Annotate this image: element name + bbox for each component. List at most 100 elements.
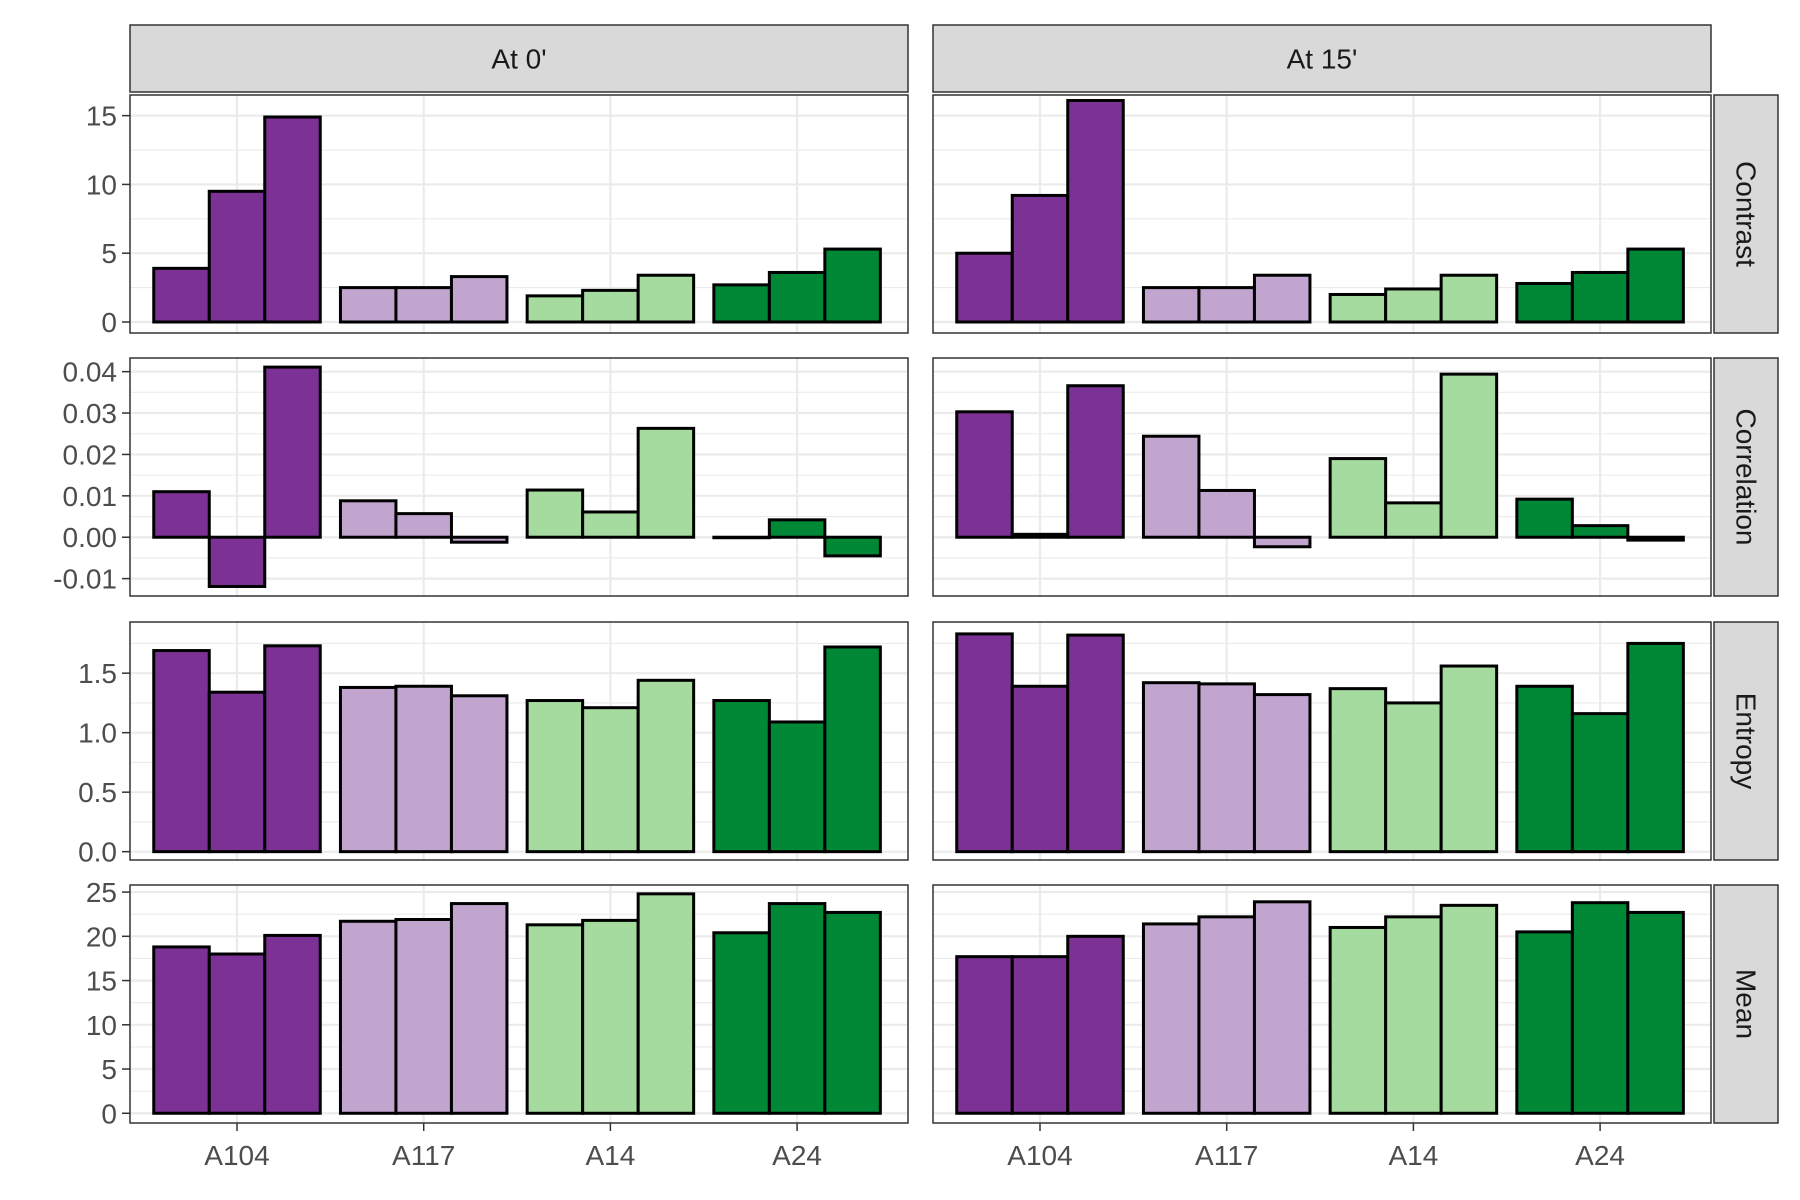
bar-entropy-at-0-a104-3	[263, 644, 322, 854]
bar-mean-at-0-a14-2	[581, 918, 640, 1115]
facet-label-mean: Mean	[1731, 969, 1762, 1039]
bar-mean-at-0-a104-2	[207, 952, 267, 1115]
panel-border	[932, 94, 1712, 334]
bar-correlation-at-15-a14-3	[1439, 372, 1499, 539]
facet-strip-at-15	[932, 24, 1712, 93]
bar-correlation-at-0-a14-2	[581, 510, 640, 539]
bar-mean-at-15-a104-3	[1066, 934, 1125, 1115]
x-tick-label-a24: A24	[772, 1140, 822, 1171]
bar-entropy-at-0-a14-1	[525, 699, 585, 854]
bar-mean-at-15-a117-2	[1197, 915, 1256, 1115]
bar-entropy-at-15-a24-3	[1626, 641, 1685, 854]
bar-correlation-at-15-a14-1	[1328, 457, 1388, 539]
y-tick-label-mean: 5	[101, 1054, 117, 1085]
x-tick-label-a104: A104	[1007, 1140, 1072, 1171]
facet-strip-at-0	[129, 24, 909, 93]
x-tick-label-a14: A14	[585, 1140, 635, 1171]
y-tick-label-contrast: 15	[86, 101, 117, 132]
y-tick-label-correlation: 0.01	[63, 481, 118, 512]
y-tick-label-entropy: 1.0	[78, 718, 117, 749]
bar-contrast-at-15-a104-1	[955, 251, 1014, 324]
x-tick-label-a117: A117	[1195, 1140, 1258, 1171]
bar-contrast-at-0-a14-1	[525, 294, 585, 324]
bar-correlation-at-0-a14-1	[525, 488, 585, 539]
bar-correlation-at-0-a24-1	[712, 535, 771, 540]
x-tick-label-a104: A104	[204, 1140, 269, 1171]
bar-mean-at-15-a104-2	[1010, 955, 1070, 1115]
bar-correlation-at-15-a14-2	[1384, 501, 1443, 539]
bar-contrast-at-0-a117-2	[394, 286, 453, 324]
bar-contrast-at-15-a14-1	[1328, 292, 1388, 324]
panel-border	[932, 357, 1712, 597]
bar-contrast-at-0-a24-2	[767, 270, 827, 324]
panel-border	[932, 884, 1712, 1124]
y-tick-label-mean: 25	[86, 877, 117, 908]
bar-mean-at-0-a14-1	[525, 923, 585, 1115]
bar-contrast-at-0-a24-3	[823, 247, 882, 324]
x-tick-label-a24: A24	[1575, 1140, 1625, 1171]
y-tick-label-contrast: 10	[86, 169, 117, 200]
bar-mean-at-0-a117-1	[338, 919, 398, 1115]
y-tick-label-entropy: 0.0	[78, 837, 117, 868]
bar-contrast-at-15-a24-3	[1626, 247, 1685, 324]
bar-correlation-at-15-a117-2	[1197, 488, 1256, 539]
y-tick-label-correlation: 0.02	[63, 439, 118, 470]
bar-entropy-at-15-a14-3	[1439, 664, 1499, 854]
y-tick-label-entropy: 1.5	[78, 658, 117, 689]
panel-border	[129, 621, 909, 861]
x-tick-label-a117: A117	[392, 1140, 455, 1171]
facet-label-correlation: Correlation	[1731, 409, 1762, 546]
facet-label-at-0: At 0'	[491, 44, 546, 75]
bar-entropy-at-0-a14-3	[636, 678, 696, 854]
bar-contrast-at-0-a24-1	[712, 283, 771, 324]
bar-mean-at-0-a104-1	[152, 945, 211, 1115]
y-tick-label-entropy: 0.5	[78, 777, 117, 808]
bar-correlation-at-15-a24-3	[1626, 535, 1685, 542]
panel-border	[129, 884, 909, 1124]
bar-entropy-at-0-a24-2	[767, 720, 827, 854]
y-tick-label-correlation: 0.04	[63, 357, 118, 388]
y-tick-label-correlation: -0.01	[53, 564, 117, 595]
bar-correlation-at-0-a104-1	[152, 490, 211, 539]
bar-entropy-at-15-a14-1	[1328, 687, 1388, 854]
bar-entropy-at-15-a24-2	[1570, 712, 1630, 854]
bar-correlation-at-0-a14-3	[636, 426, 696, 539]
y-tick-label-correlation: 0.00	[63, 522, 118, 553]
bar-correlation-at-0-a24-2	[767, 518, 827, 539]
bar-entropy-at-15-a14-2	[1384, 701, 1443, 854]
bar-contrast-at-0-a14-3	[636, 273, 696, 324]
bar-mean-at-15-a24-2	[1570, 901, 1630, 1115]
bar-entropy-at-15-a24-1	[1515, 684, 1574, 854]
bar-correlation-at-0-a117-1	[338, 499, 398, 539]
bar-mean-at-15-a14-2	[1384, 915, 1443, 1115]
y-tick-label-mean: 15	[86, 966, 117, 997]
bar-correlation-at-0-a117-2	[394, 512, 453, 539]
panel-border	[129, 357, 909, 597]
panel-border	[932, 621, 1712, 861]
bar-mean-at-15-a117-1	[1141, 922, 1201, 1115]
bar-entropy-at-15-a104-1	[955, 632, 1014, 854]
y-tick-label-mean: 10	[86, 1010, 117, 1041]
facet-label-entropy: Entropy	[1731, 693, 1762, 790]
bar-contrast-at-15-a14-3	[1439, 273, 1499, 324]
panel-correlation-at-15	[933, 358, 1711, 596]
bar-mean-at-0-a24-2	[767, 902, 827, 1115]
bar-correlation-at-15-a117-3	[1252, 535, 1312, 549]
bar-contrast-at-15-a24-2	[1570, 270, 1630, 324]
bar-entropy-at-0-a104-1	[152, 649, 211, 854]
y-tick-label-mean: 20	[86, 921, 117, 952]
bar-correlation-at-15-a104-3	[1066, 384, 1125, 539]
bar-contrast-at-0-a117-1	[338, 286, 398, 324]
bar-correlation-at-15-a117-1	[1141, 434, 1201, 539]
bar-mean-at-15-a14-1	[1328, 925, 1388, 1115]
bar-correlation-at-0-a24-3	[823, 535, 882, 558]
bar-correlation-at-15-a104-2	[1010, 532, 1070, 539]
bar-entropy-at-15-a117-3	[1252, 693, 1312, 854]
bar-correlation-at-0-a117-3	[449, 535, 509, 544]
bar-contrast-at-0-a104-2	[207, 189, 267, 324]
bar-entropy-at-0-a117-1	[338, 685, 398, 854]
y-tick-label-mean: 0	[101, 1098, 117, 1129]
bar-correlation-at-0-a104-3	[263, 365, 322, 539]
facet-strip-mean	[1713, 884, 1779, 1124]
bar-contrast-at-15-a14-2	[1384, 287, 1443, 324]
